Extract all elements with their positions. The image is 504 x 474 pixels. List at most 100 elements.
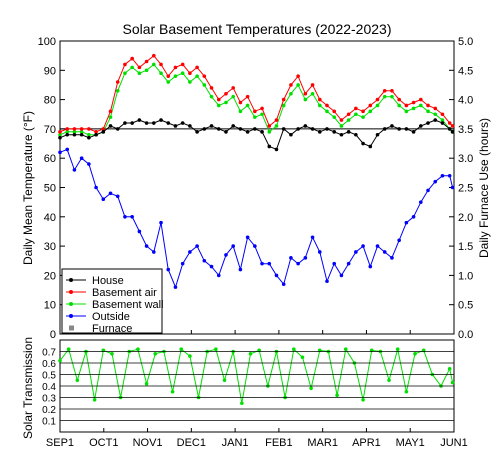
solar-tick-label: 0.4 <box>42 382 56 393</box>
solar-point <box>447 366 452 371</box>
right-tick-label: 4.0 <box>458 95 473 107</box>
data-point <box>296 74 300 78</box>
data-point <box>202 127 207 131</box>
data-point <box>144 68 149 73</box>
data-point <box>101 127 106 131</box>
data-point <box>339 273 344 278</box>
data-point <box>361 244 365 248</box>
solar-line <box>59 347 454 404</box>
data-point <box>267 144 272 149</box>
solar-tick-label: 0.1 <box>42 417 56 428</box>
data-point <box>426 109 430 114</box>
solar-point <box>404 389 409 394</box>
data-point <box>317 97 322 102</box>
data-point <box>310 83 315 87</box>
data-point <box>87 135 91 140</box>
data-point <box>296 261 300 266</box>
data-point <box>173 124 178 128</box>
data-point <box>231 124 235 128</box>
data-point <box>332 130 337 134</box>
right-tick-label: 1.5 <box>458 241 473 253</box>
left-tick-label: 20 <box>44 270 56 282</box>
legend-label: Basement air <box>92 287 157 299</box>
data-point <box>325 127 329 131</box>
solar-point <box>361 398 365 402</box>
data-point <box>173 74 178 78</box>
right-tick-label: 3.0 <box>458 153 473 165</box>
data-point <box>79 156 84 160</box>
data-point <box>447 127 452 131</box>
data-point <box>159 62 163 67</box>
data-point <box>404 220 409 225</box>
data-point <box>346 118 351 122</box>
solar-point <box>450 380 455 385</box>
data-point <box>202 258 207 263</box>
right-tick-label: 4.5 <box>458 65 473 77</box>
data-point <box>332 261 337 266</box>
data-point <box>209 264 214 269</box>
data-point <box>87 162 91 166</box>
solar-point <box>413 352 417 356</box>
solar-tick-label: 0.2 <box>42 405 56 416</box>
data-point <box>361 141 365 146</box>
data-point <box>375 244 380 248</box>
data-point <box>346 130 351 134</box>
data-point <box>152 53 156 58</box>
data-point <box>361 115 365 119</box>
data-point <box>72 130 77 134</box>
data-point <box>224 91 228 96</box>
data-point <box>440 173 445 178</box>
data-point <box>433 118 438 122</box>
data-point <box>354 112 358 117</box>
data-point <box>87 127 91 131</box>
right-tick-label: 1.0 <box>458 270 473 282</box>
data-point <box>130 215 134 219</box>
data-point <box>281 282 286 286</box>
data-point <box>450 130 455 134</box>
data-point <box>354 132 358 137</box>
data-point <box>411 130 416 134</box>
data-point <box>411 106 416 111</box>
data-point <box>339 132 344 137</box>
solar-series <box>58 347 455 406</box>
data-point <box>79 127 84 131</box>
data-point <box>79 130 84 134</box>
data-point <box>188 71 192 76</box>
data-point <box>130 56 134 61</box>
data-point <box>180 71 185 76</box>
month-label: JAN1 <box>222 437 249 449</box>
data-point <box>433 179 438 184</box>
legend-label: Furnace <box>92 323 132 335</box>
data-point <box>238 100 243 105</box>
data-point <box>310 127 315 131</box>
legend-marker <box>69 302 73 306</box>
data-point <box>289 91 293 96</box>
data-point <box>65 147 70 152</box>
left-tick-label: 10 <box>44 300 56 312</box>
data-point <box>188 80 192 84</box>
data-point <box>404 127 409 131</box>
right-axis-label: Daily Furnace Use (hours) <box>477 118 491 258</box>
data-point <box>419 200 423 204</box>
data-point <box>339 124 344 128</box>
data-point <box>397 238 401 243</box>
data-point <box>173 65 178 70</box>
solar-tick-label: 0.5 <box>42 371 56 382</box>
data-point <box>411 215 416 219</box>
data-point <box>404 103 409 108</box>
data-point <box>274 118 279 122</box>
left-tick-label: 100 <box>38 36 56 48</box>
data-point <box>450 124 455 128</box>
data-point <box>224 100 228 105</box>
data-point <box>123 62 127 67</box>
data-point <box>166 121 171 125</box>
month-label: FEB1 <box>265 437 293 449</box>
data-point <box>296 127 300 131</box>
right-tick-label: 0.5 <box>458 300 473 312</box>
data-point <box>224 130 228 134</box>
data-point <box>354 106 358 111</box>
data-point <box>397 97 401 102</box>
data-point <box>368 103 373 108</box>
data-point <box>317 103 322 108</box>
solar-point <box>300 355 305 360</box>
